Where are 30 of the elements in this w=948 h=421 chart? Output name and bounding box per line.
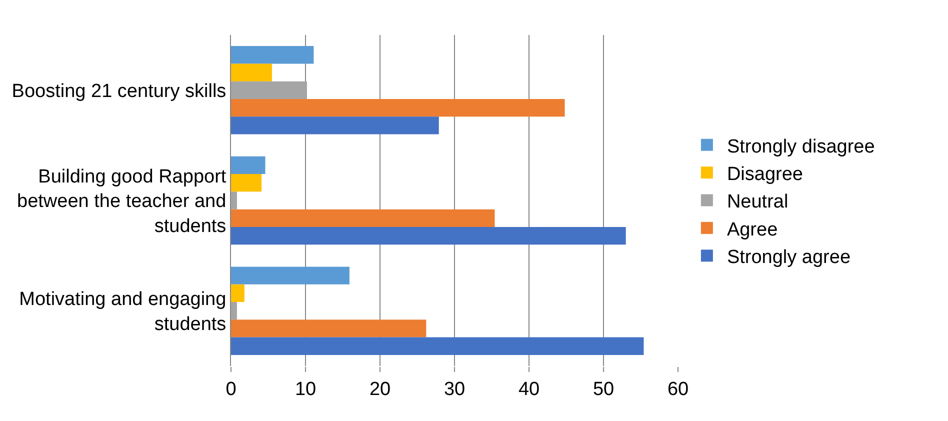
x-tick-label: 10: [294, 378, 316, 400]
x-tick-label: 30: [444, 378, 466, 400]
x-tick-label: 0: [226, 378, 236, 400]
bar: [231, 46, 314, 64]
bar: [231, 320, 426, 338]
y-tick-label: Motivating and engaging students: [19, 289, 226, 335]
bar: [231, 98, 565, 117]
bar: [231, 209, 495, 227]
x-tick-label: 50: [592, 378, 614, 400]
legend-label: Agree: [726, 219, 778, 240]
legend-label: Strongly agree: [726, 247, 851, 268]
bar: [231, 284, 244, 302]
bar: [231, 64, 272, 82]
x-tick-label: 40: [518, 378, 540, 400]
y-tick-label: Boosting 21 century skills: [12, 80, 226, 102]
bar: [231, 266, 350, 284]
legend-label: Strongly disagree: [726, 136, 875, 158]
legend-label: Neutral: [726, 192, 788, 213]
y-tick-label: Building good Rapport between the teacher and students: [17, 166, 227, 237]
bar: [231, 81, 307, 99]
x-tick-label: 60: [667, 378, 689, 400]
bar: [231, 174, 262, 192]
x-tick-label: 20: [369, 378, 391, 400]
bar: [231, 192, 237, 210]
legend-label: Disagree: [726, 164, 803, 185]
bar: [231, 302, 237, 320]
bar: [231, 156, 266, 174]
bar: [231, 226, 626, 245]
bar: [231, 337, 644, 355]
bar: [231, 116, 439, 134]
